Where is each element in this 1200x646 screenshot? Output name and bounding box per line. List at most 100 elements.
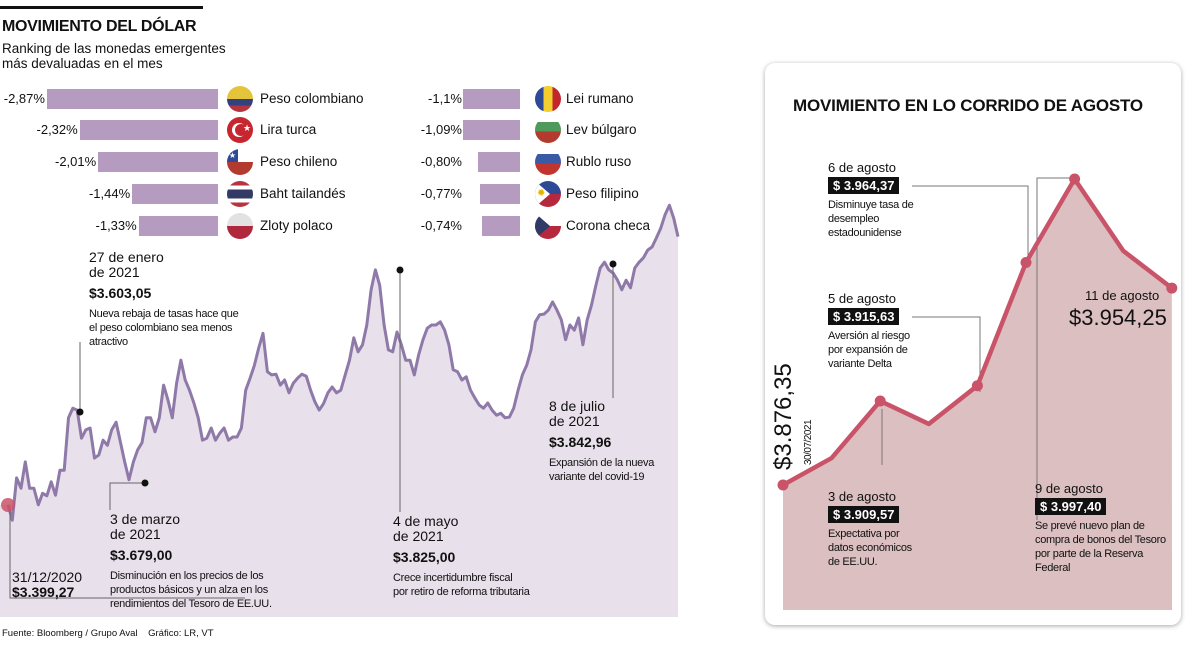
ranking-bar [46,89,218,109]
annotation-text: Disminuye tasa de [828,199,914,211]
annotation-text: rendimientos del Tesoro de EE.UU. [110,598,272,610]
august-chart-title: MOVIMIENTO EN LO CORRIDO DE AGOSTO [793,96,1143,115]
annotation-text: atractivo [89,336,128,348]
ranking-percent: -0,80% [420,154,462,169]
annotation-value: $ 3.915,63 [828,308,900,325]
page-title: MOVIMIENTO DEL DÓLAR [2,18,197,35]
subtitle: Ranking de las monedas emergentes más dev… [2,41,242,71]
data-point [1069,173,1081,185]
annotation-value: $ 3.964,37 [828,177,900,194]
annotation-jul8: 8 de julio de 2021 $3.842,96 Expansión d… [549,399,654,484]
chile-flag-icon: ★ [227,149,253,175]
ranking-bar [98,152,218,172]
series-line [6,203,680,522]
source-note: Fuente: Bloomberg / Grupo Aval Gráfico: … [2,628,214,639]
annotation-text: variante Delta [828,358,892,370]
annotation-point [141,479,149,487]
turkey-flag-icon: ★ [227,117,253,143]
annotation-value: $ 3.909,57 [828,506,900,523]
start-point-marker [1,498,15,512]
start-date: 30/07/2021 [803,419,814,465]
annotation-value: $ 3.997,40 [1035,498,1107,515]
annotation-value: $3.842,96 [549,434,612,450]
czech-flag-icon [535,213,561,239]
ranking-percent: -1,44% [88,186,131,201]
dollar-line-chart [0,203,680,618]
leader-line [1036,177,1077,520]
annotation-text: Se prevé nuevo plan de [1035,520,1145,532]
annotation-text: productos básicos y un alza en los [110,584,268,596]
annotation-may4: 4 de mayo de 2021 $3.825,00 Crece incert… [393,514,530,599]
annotation-text: Expansión de la nueva [549,457,655,469]
annotation-date: 8 de julio [549,398,606,414]
annotation-value: $3.679,00 [110,547,173,563]
annotation-text: por expansión de [828,344,908,356]
poland-flag-icon [227,213,253,239]
russia-flag-icon [535,149,561,175]
currency-name: Baht tailandés [260,186,346,201]
annotation-date: de 2021 [89,264,140,280]
currency-name: Zloty polaco [260,218,333,233]
annotation-aug11-date: 11 de agosto [1085,288,1160,303]
data-point [1020,256,1032,268]
data-point [874,395,886,407]
thailand-flag-icon [227,181,253,207]
romania-flag-icon [535,86,561,112]
ranking-bar [481,216,520,236]
annotation-aug5: 5 de agosto $ 3.915,63 Aversión al riesg… [828,291,910,371]
annotation-text: datos económicos [828,542,912,554]
annotation-text: el peso colombiano sea menos [89,322,233,334]
annotation-text: Nueva rebaja de tasas hace que [89,308,239,320]
currency-name: Peso filipino [566,186,639,201]
annotation-date: 9 de agosto [1035,481,1103,496]
currency-name: Rublo ruso [566,154,632,169]
annotation-text: Federal [1035,562,1071,574]
philippines-flag-icon: ✹ [535,181,561,207]
currency-name: Lev búlgaro [566,122,637,137]
data-point [1166,282,1178,294]
annotation-point [76,408,84,416]
leader-line [912,316,981,392]
ranking-bar [138,216,218,236]
annotation-point [396,266,404,274]
annotation-text: estadounidense [828,227,902,239]
annotation-date: 4 de mayo [393,513,459,529]
annotation-date: de 2021 [549,413,600,429]
currency-name: Peso chileno [260,154,338,169]
data-point [971,380,983,392]
ranking-bar [463,120,520,140]
annotation-date: 6 de agosto [828,160,896,175]
ranking-percent: -0,77% [420,186,462,201]
bulgaria-flag-icon [535,117,561,143]
currency-name: Peso colombiano [260,91,364,106]
annotation-date: 27 de enero [89,249,164,265]
ranking-bar [478,152,520,172]
annotation-point [609,260,617,268]
annotation-date: 3 de agosto [828,489,896,504]
ranking-percent: -2,87% [3,91,45,106]
annotation-text: desempleo [828,213,880,225]
title-rule [0,6,203,9]
currency-name: Lira turca [260,122,317,137]
leader-line [912,185,1029,263]
annotation-aug9: 9 de agosto $ 3.997,40 Se prevé nuevo pl… [1035,481,1166,575]
ranking-percent: -1,09% [420,122,462,137]
subtitle-line: más devaluadas en el mes [2,56,163,71]
source-text: Fuente: Bloomberg / Grupo Aval [2,628,138,639]
annotation-text: de EE.UU. [828,556,878,568]
annotation-text: Aversión al riesgo [828,330,910,342]
currency-name: Corona checa [566,218,651,233]
colombia-flag-icon [227,86,253,112]
subtitle-line: Ranking de las monedas emergentes [2,41,226,56]
annotation-text: Crece incertidumbre fiscal [393,572,513,584]
annotation-date: de 2021 [393,528,444,544]
annotation-mar3: 3 de marzo de 2021 $3.679,00 Disminución… [110,512,272,611]
annotation-aug11-value: $3.954,25 [1069,305,1167,330]
leader-line [9,505,245,599]
ranking-percent: -2,32% [36,122,78,137]
ranking-bar [79,120,218,140]
start-value: $3.876,35 [770,363,797,470]
annotation-date: 3 de marzo [110,511,181,527]
data-point [777,479,789,491]
